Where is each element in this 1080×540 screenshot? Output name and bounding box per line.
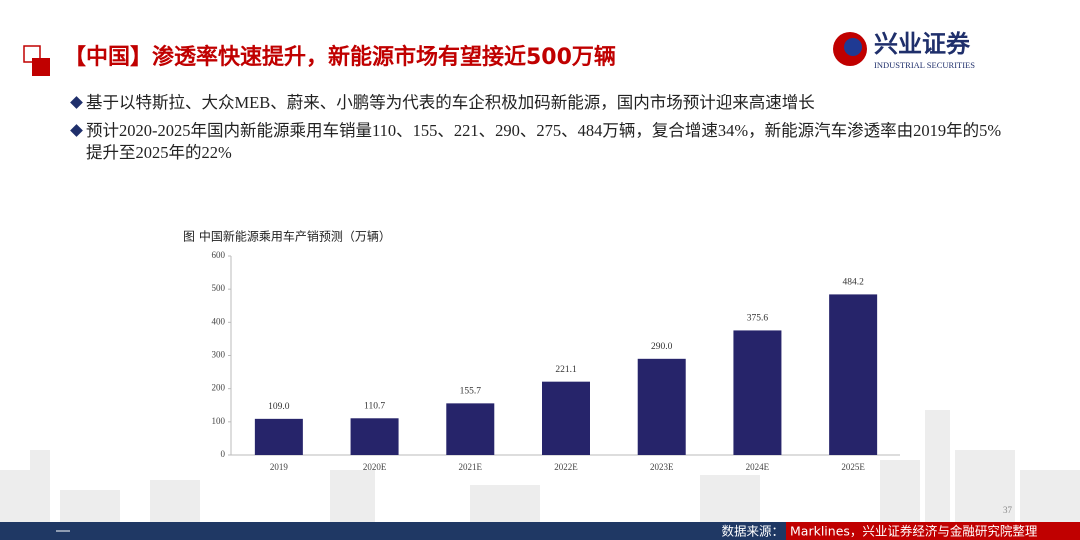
logo-text: 兴业证券 (874, 30, 971, 58)
y-tick-label: 0 (221, 449, 226, 459)
value-label: 221.1 (555, 365, 577, 375)
source-text: Marklines，兴业证券经济与金融研究院整理 (790, 524, 1038, 539)
y-tick-label: 400 (212, 316, 226, 326)
x-tick-label: 2025E (841, 462, 865, 472)
y-tick-label: 100 (212, 416, 226, 426)
y-tick-label: 600 (212, 250, 226, 260)
y-tick-label: 300 (212, 350, 226, 360)
x-tick-label: 2019 (270, 462, 289, 472)
x-tick-label: 2023E (650, 462, 674, 472)
value-label: 290.0 (651, 342, 673, 352)
y-tick-label: 500 (212, 283, 226, 293)
x-tick-label: 2022E (554, 462, 578, 472)
x-tick-label: 2024E (746, 462, 770, 472)
bullet-icon (70, 124, 83, 137)
x-tick-label: 2020E (363, 462, 387, 472)
value-label: 484.2 (842, 278, 864, 288)
bar (254, 418, 303, 455)
bar (733, 330, 782, 455)
bar (829, 294, 878, 455)
source-label: 数据来源： (721, 524, 784, 539)
skyline (0, 410, 1080, 522)
bullet-text: 预计2020-2025年国内新能源乘用车销量110、155、221、290、27… (86, 121, 1002, 162)
deco-square (32, 58, 50, 76)
x-tick-label: 2021E (459, 462, 483, 472)
logo-subtext: INDUSTRIAL SECURITIES (874, 60, 975, 70)
bar (542, 381, 590, 455)
value-label: 155.7 (460, 387, 482, 397)
bullet-icon (70, 96, 83, 109)
bar (446, 403, 495, 455)
value-label: 375.6 (747, 314, 769, 324)
slide-title: 【中国】渗透率快速提升，新能源市场有望接近500万辆 (64, 44, 616, 70)
chart-title: 图 中国新能源乘用车产销预测（万辆） (183, 229, 391, 244)
y-tick-label: 200 (212, 383, 226, 393)
bar (350, 418, 399, 455)
logo-mark (844, 38, 862, 56)
value-label: 109.0 (268, 402, 290, 412)
value-label: 110.7 (364, 401, 385, 411)
bar (637, 358, 686, 455)
page-number: 37 (1003, 505, 1013, 515)
bullet-text: 基于以特斯拉、大众MEB、蔚来、小鹏等为代表的车企积极加码新能源，国内市场预计迎… (86, 93, 815, 112)
footer-accent (786, 522, 1080, 540)
